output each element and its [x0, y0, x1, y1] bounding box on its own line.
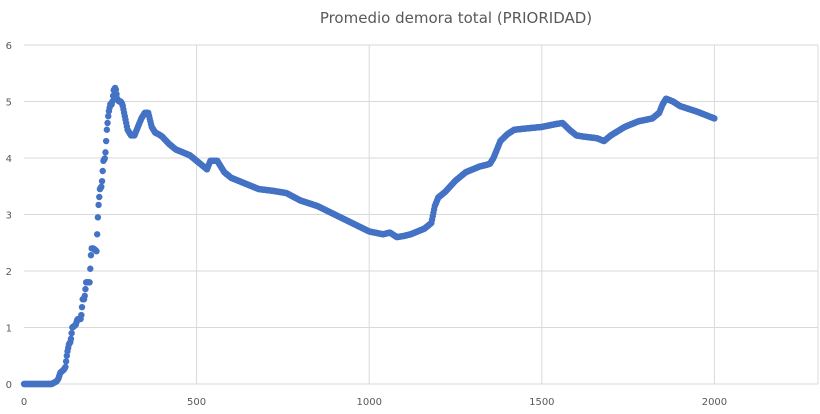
chart-title: Promedio demora total (PRIORIDAD) [319, 9, 593, 27]
data-point [93, 231, 101, 238]
data-point [104, 119, 111, 127]
y-tick-label: 1 [6, 324, 12, 335]
data-point [99, 167, 106, 175]
data-point [93, 248, 100, 255]
x-tick-label: 500 [187, 397, 206, 408]
data-point [87, 265, 94, 272]
data-point [68, 329, 75, 337]
y-tick-label: 6 [6, 41, 12, 52]
y-tick-label: 4 [6, 154, 12, 165]
data-point [102, 137, 110, 145]
data-point [67, 335, 75, 342]
y-tick-label: 5 [6, 98, 12, 109]
x-tick-label: 0 [21, 397, 27, 408]
data-point [711, 115, 718, 122]
data-point [101, 155, 108, 162]
data-point [105, 112, 112, 120]
data-point [78, 311, 85, 319]
y-tick-label: 3 [6, 211, 12, 222]
data-point [86, 279, 93, 286]
data-point [102, 149, 109, 156]
data-point [94, 214, 102, 221]
data-point [81, 292, 88, 300]
data-point [103, 126, 111, 133]
data-point [96, 193, 103, 201]
data-points [20, 84, 718, 388]
data-point [87, 251, 95, 259]
x-tick-label: 2000 [702, 397, 727, 408]
data-point [62, 363, 69, 371]
x-tick-label: 1000 [356, 397, 381, 408]
tick-labels: 0 1 2 3 4 5 6 0 500 1000 1500 2000 [6, 41, 728, 408]
data-point [98, 177, 106, 185]
y-tick-label: 0 [6, 380, 12, 391]
x-tick-label: 1500 [529, 397, 554, 408]
data-point [98, 183, 105, 191]
data-point [109, 98, 116, 105]
data-point [82, 285, 89, 293]
data-point [78, 303, 86, 311]
y-tick-label: 2 [6, 267, 12, 278]
data-point [62, 358, 70, 365]
data-point [95, 201, 102, 209]
grid-layer [24, 44, 819, 385]
